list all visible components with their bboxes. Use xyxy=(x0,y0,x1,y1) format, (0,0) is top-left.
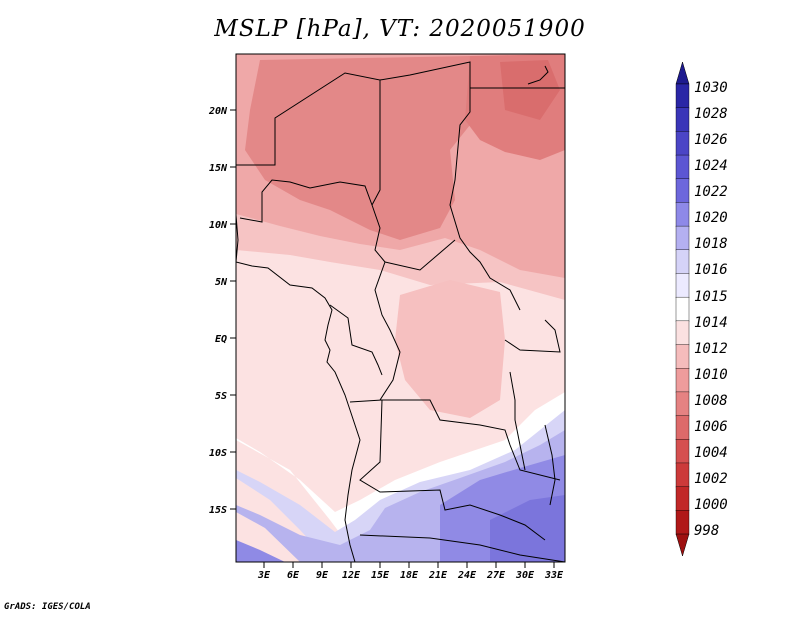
border-nigeria-cameroon xyxy=(239,179,401,401)
colorbar-labels: 1030 1028 1026 1024 1022 1020 1018 1016 … xyxy=(694,80,728,539)
border-car xyxy=(384,239,456,271)
lake-malawi xyxy=(544,424,556,506)
lat-label: 5S xyxy=(215,391,227,402)
colorbar-label: 1018 xyxy=(694,236,728,252)
lon-labels: 3E 6E 9E 12E 15E 18E 21E 24E 27E 30E 33E xyxy=(257,570,564,581)
colorbar-label: 1000 xyxy=(694,497,728,513)
colorbar-label: 1024 xyxy=(694,158,728,174)
lon-label: 33E xyxy=(544,570,564,581)
lon-label: 9E xyxy=(316,570,329,581)
lat-ticks xyxy=(230,109,236,510)
field-1010-congo xyxy=(395,280,505,418)
colorbar-segment xyxy=(675,462,690,488)
coastlines-borders xyxy=(236,61,565,562)
map-title: MSLP [hPa], VT: 2020051900 xyxy=(214,16,586,42)
field-1018-west xyxy=(236,540,285,562)
field-1006-sahel xyxy=(245,56,470,240)
colorbar-label: 1015 xyxy=(694,289,728,305)
border-southern xyxy=(359,534,565,562)
map-frame xyxy=(235,53,566,563)
colorbar-label: 1004 xyxy=(694,445,728,461)
colorbar-segment xyxy=(675,439,690,464)
colorbar-segment xyxy=(675,154,690,180)
colorbar-segment xyxy=(675,415,690,440)
colorbar-label: 1012 xyxy=(694,341,728,357)
lon-ticks xyxy=(263,562,555,568)
colorbar-label: 1002 xyxy=(694,471,728,487)
lon-label: 6E xyxy=(287,570,300,581)
lon-label: 12E xyxy=(342,570,361,581)
nile-delta xyxy=(527,65,549,85)
border-niger xyxy=(236,72,381,206)
footer-credit: GrADS: IGES/COLA xyxy=(4,602,91,612)
colorbar xyxy=(675,61,690,557)
colorbar-segment xyxy=(675,486,690,512)
colorbar-segment xyxy=(675,131,690,156)
colorbar-label: 1010 xyxy=(694,367,728,383)
lat-label: 10S xyxy=(209,448,227,459)
lat-label: 10N xyxy=(209,220,228,231)
lon-label: 24E xyxy=(457,570,477,581)
lon-label: 18E xyxy=(400,570,419,581)
colorbar-segment xyxy=(675,368,690,393)
border-namibia-botswana xyxy=(349,399,546,541)
colorbar-label: 1008 xyxy=(694,393,728,409)
colorbar-label: 1016 xyxy=(694,262,728,278)
colorbar-segment xyxy=(675,225,690,251)
colorbar-segment xyxy=(675,344,690,369)
colorbar-label: 1020 xyxy=(694,210,728,226)
colorbar-label: 1022 xyxy=(694,184,728,200)
lake-tanganyika xyxy=(509,371,526,471)
west-coastline xyxy=(236,214,361,562)
colorbar-segment xyxy=(675,249,690,275)
field-1020 xyxy=(490,495,565,562)
colorbar-label: 1026 xyxy=(694,132,728,148)
pressure-field xyxy=(236,54,565,562)
colorbar-segment xyxy=(675,83,690,109)
lat-labels: 20N 15N 10N 5N EQ 5S 10S 15S xyxy=(208,106,228,516)
colorbar-label: 1030 xyxy=(694,80,728,96)
colorbar-label: 1014 xyxy=(694,315,728,331)
lat-label: 5N xyxy=(215,277,228,288)
colorbar-segment xyxy=(675,296,690,322)
lon-label: 15E xyxy=(371,570,390,581)
colorbar-segment xyxy=(675,320,690,346)
lon-label: 30E xyxy=(515,570,535,581)
lon-label: 3E xyxy=(257,570,271,581)
colorbar-label: 1028 xyxy=(694,106,728,122)
border-gabon-congo xyxy=(329,304,383,376)
lat-label: 15S xyxy=(209,505,227,516)
colorbar-bottom-arrow xyxy=(675,533,690,557)
lat-label: EQ xyxy=(215,334,227,345)
colorbar-segment xyxy=(675,202,690,227)
lon-label: 21E xyxy=(428,570,448,581)
colorbar-label: 998 xyxy=(694,523,719,539)
colorbar-segment xyxy=(675,391,690,417)
lat-label: 20N xyxy=(208,106,228,117)
colorbar-top-arrow xyxy=(675,61,690,85)
border-angola-drc-zambia xyxy=(380,399,561,481)
colorbar-segment xyxy=(675,178,690,204)
colorbar-segment xyxy=(675,107,690,133)
colorbar-segment xyxy=(675,273,690,298)
lat-label: 15N xyxy=(209,163,228,174)
border-chad-sudan xyxy=(379,61,521,311)
border-great-lakes xyxy=(504,319,561,353)
colorbar-segment xyxy=(675,510,690,535)
colorbar-label: 1006 xyxy=(694,419,728,435)
lon-label: 27E xyxy=(486,570,506,581)
